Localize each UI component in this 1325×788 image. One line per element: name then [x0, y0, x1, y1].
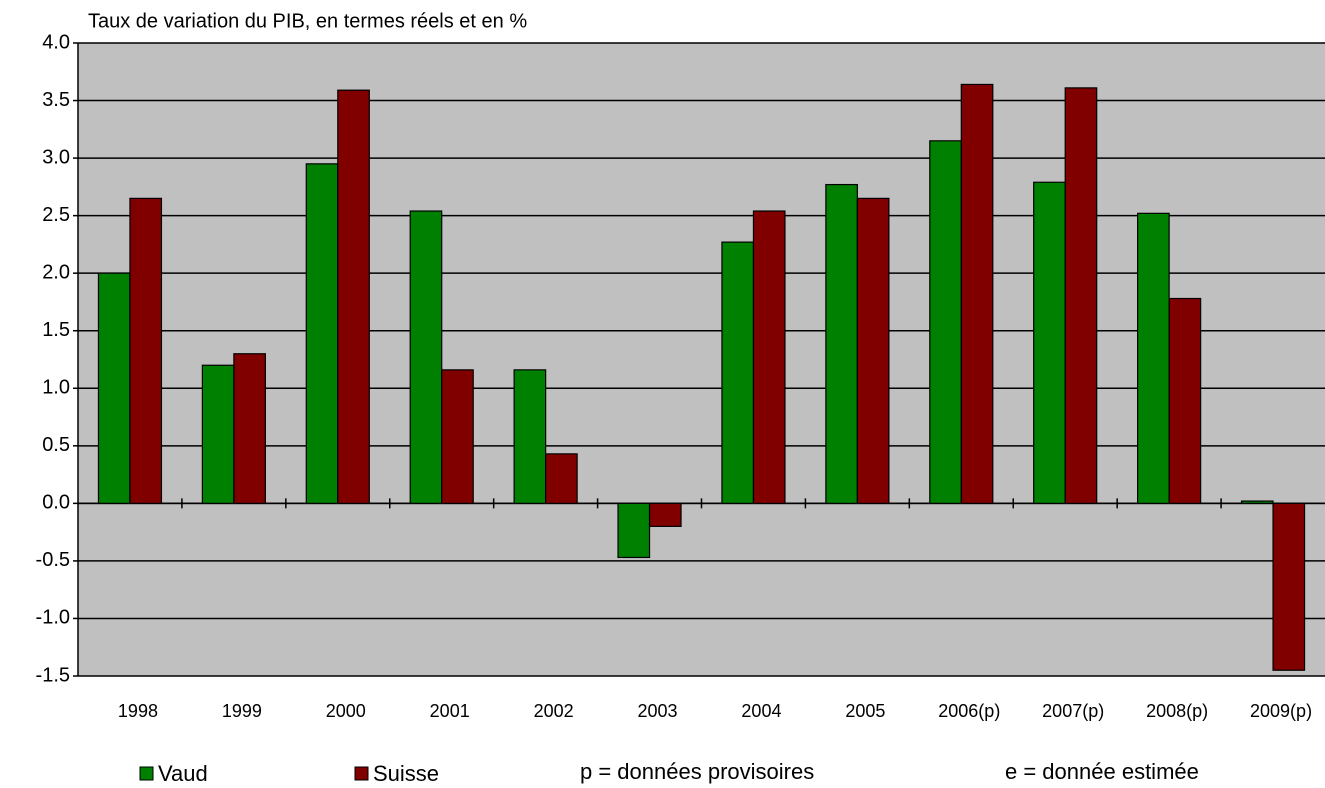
y-tick-label: 3.0 — [42, 146, 70, 168]
legend-swatch — [354, 766, 369, 781]
bar — [305, 163, 339, 504]
bar — [721, 241, 755, 504]
bar — [1168, 297, 1202, 504]
y-tick-label: -0.5 — [36, 549, 70, 571]
y-tick-label: 0.0 — [42, 492, 70, 514]
x-tick-label: 2000 — [326, 701, 366, 721]
bar — [825, 183, 858, 504]
y-tick-label: 1.5 — [42, 319, 70, 341]
bar — [856, 197, 890, 504]
annotation: e = donnée estimée — [1005, 759, 1199, 784]
bar — [617, 502, 651, 559]
x-tick-label: 1999 — [222, 701, 262, 721]
x-tick-label: 2008(p) — [1146, 701, 1208, 721]
plot-area — [78, 43, 1325, 676]
bar — [337, 89, 370, 504]
y-tick-label: 3.5 — [42, 89, 70, 111]
bar — [1240, 500, 1274, 504]
y-tick-label: 2.0 — [42, 261, 70, 283]
x-tick-label: 2001 — [430, 701, 470, 721]
legend-label: Vaud — [158, 761, 208, 786]
bar — [1064, 87, 1098, 504]
bar — [1272, 502, 1306, 671]
bar — [233, 353, 266, 504]
x-tick-label: 2003 — [638, 701, 678, 721]
x-tick-label: 2006(p) — [938, 701, 1000, 721]
bar — [97, 272, 131, 504]
bar — [929, 140, 962, 504]
bar — [960, 83, 994, 504]
y-tick-label: 0.5 — [42, 434, 70, 456]
legend-swatch — [139, 766, 154, 781]
bar — [752, 210, 786, 504]
x-tick-label: 2002 — [534, 701, 574, 721]
x-tick-label: 2009(p) — [1250, 701, 1312, 721]
bar — [545, 453, 578, 504]
x-tick-label: 1998 — [118, 701, 158, 721]
y-tick-label: 1.0 — [42, 377, 70, 399]
annotation: p = données provisoires — [580, 759, 814, 784]
x-tick-label: 2007(p) — [1042, 701, 1104, 721]
legend-label: Suisse — [373, 761, 439, 786]
chart-title: Taux de variation du PIB, en termes réel… — [88, 10, 527, 32]
y-tick-label: -1.5 — [36, 664, 70, 686]
x-tick-label: 2005 — [845, 701, 885, 721]
y-tick-label: 2.5 — [42, 204, 70, 226]
y-tick-label: 4.0 — [42, 31, 70, 53]
x-tick-label: 2004 — [741, 701, 781, 721]
bar — [648, 502, 682, 527]
bar — [441, 369, 474, 504]
bar — [409, 210, 443, 504]
y-tick-label: -1.0 — [36, 607, 70, 629]
bar — [1137, 212, 1170, 504]
bar — [1033, 181, 1066, 504]
bar — [129, 197, 163, 504]
bar — [513, 369, 547, 504]
bar — [201, 364, 235, 504]
